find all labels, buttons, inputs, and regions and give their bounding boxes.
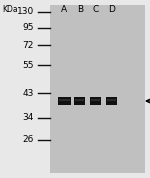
Text: D: D	[109, 6, 116, 14]
Bar	[107, 99, 116, 101]
Text: B: B	[77, 6, 83, 14]
Text: 55: 55	[22, 61, 34, 69]
Bar	[50, 5, 145, 173]
Bar	[59, 99, 70, 101]
Bar	[106, 97, 117, 105]
Text: C: C	[93, 6, 99, 14]
Text: 72: 72	[23, 41, 34, 49]
Text: KDa: KDa	[2, 5, 18, 14]
Bar	[90, 97, 101, 105]
Text: 130: 130	[17, 7, 34, 17]
Bar	[58, 97, 71, 105]
Text: 26: 26	[23, 135, 34, 145]
Bar	[91, 99, 100, 101]
Bar	[75, 99, 84, 101]
Bar	[74, 97, 85, 105]
Text: A: A	[61, 6, 67, 14]
Text: 43: 43	[23, 88, 34, 98]
Text: 95: 95	[22, 23, 34, 33]
Text: 34: 34	[23, 114, 34, 122]
